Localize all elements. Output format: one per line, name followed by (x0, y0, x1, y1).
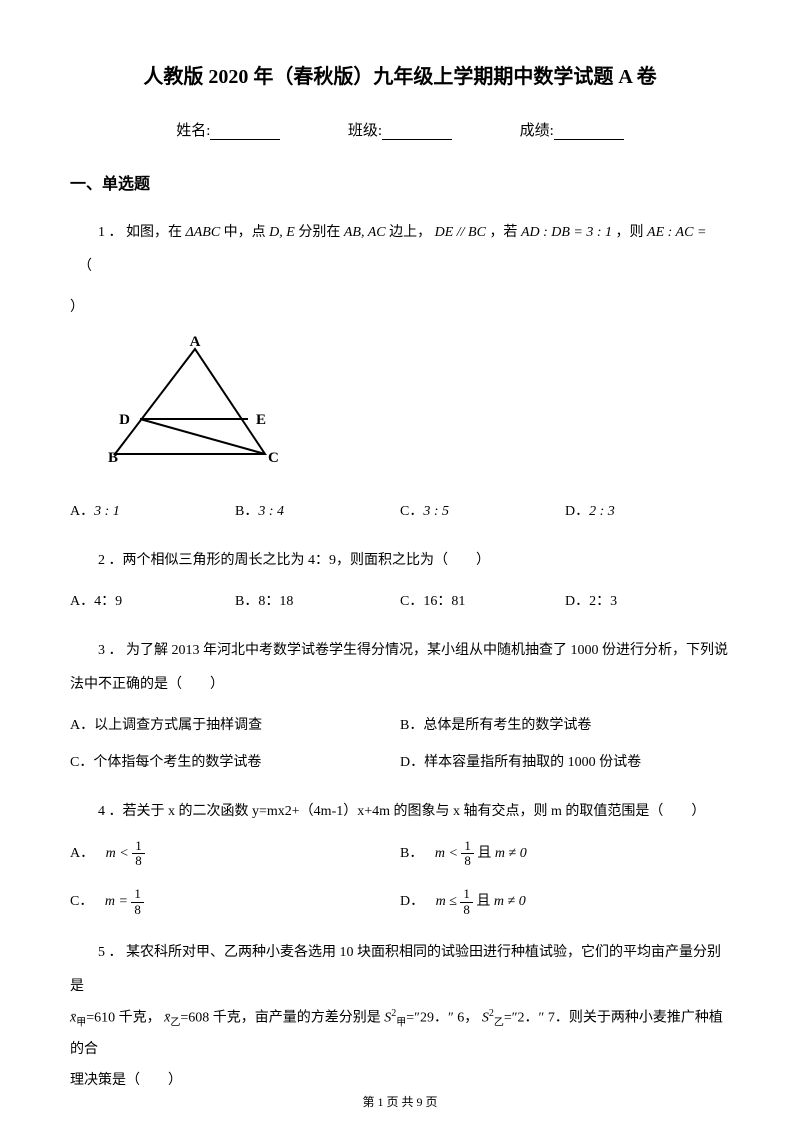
page-title: 人教版 2020 年（春秋版）九年级上学期期中数学试题 A 卷 (70, 60, 730, 89)
opt-label: A． (70, 846, 94, 861)
frac-num: 1 (461, 839, 474, 854)
opt-value: 3 : 1 (94, 504, 120, 519)
value: =″29．″ 6， (406, 1011, 478, 1026)
frac-num: 1 (131, 887, 144, 902)
question-5-line1: 5 ． 某农科所对甲、乙两种小麦各选用 10 块面积相同的试验田进行种植试验，它… (70, 936, 730, 1003)
q1-math: AB, AC (344, 225, 386, 240)
var-s: S (482, 1011, 489, 1026)
q1-math: ΔABC (186, 225, 221, 240)
q1-math: D, E (269, 225, 295, 240)
q1-close: ） (70, 293, 730, 324)
opt-label: B． (235, 504, 258, 519)
opt-value: 3 : 5 (423, 504, 449, 519)
question-4: 4 ．若关于 x 的二次函数 y=mx2+（4m-1）x+4m 的图象与 x 轴… (70, 795, 730, 829)
opt-value: 2 : 3 (589, 504, 615, 519)
triangle-diagram: A D E B C (100, 334, 730, 479)
vertex-b: B (108, 450, 118, 466)
opt-d: D．样本容量指所有抽取的 1000 份试卷 (400, 748, 730, 779)
class-label: 班级: (348, 123, 382, 139)
page-footer: 第 1 页 共 9 页 (0, 1093, 800, 1110)
opt-expr: m < (98, 846, 129, 861)
value: =610 千克， (86, 1011, 160, 1026)
q1-text: 1 ． 如图，在 (98, 225, 182, 240)
opt-a: A．以上调查方式属于抽样调查 (70, 711, 400, 742)
frac-num: 1 (132, 839, 145, 854)
question-5-line3: 理决策是（ ） (70, 1066, 730, 1097)
vertex-d: D (119, 412, 130, 428)
opt-a: A．4：9 (70, 587, 235, 618)
opt-expr: m ≤ (428, 894, 457, 909)
q1-options: A．3 : 1 B．3 : 4 C．3 : 5 D．2 : 3 (70, 497, 730, 528)
frac-den: 8 (131, 903, 144, 917)
name-label: 姓名: (176, 123, 210, 139)
opt-expr: m = (97, 894, 128, 909)
opt-value: 3 : 4 (258, 504, 284, 519)
class-blank[interactable] (382, 125, 452, 140)
q1-math: DE // BC (435, 225, 486, 240)
q3-options-row2: C．个体指每个考生的数学试卷 D．样本容量指所有抽取的 1000 份试卷 (70, 748, 730, 779)
q4-options-row1: A． m < 18 B． m < 18 且 m ≠ 0 (70, 839, 730, 870)
frac-num: 1 (460, 887, 473, 902)
q1-text: ，则 (616, 225, 644, 240)
opt-label: D． (400, 894, 424, 909)
opt-c: C．个体指每个考生的数学试卷 (70, 748, 400, 779)
vertex-a: A (190, 334, 201, 350)
q1-math: AE : AC = (647, 225, 706, 240)
opt-d: D． m ≤ 18 且 m ≠ 0 (400, 887, 730, 918)
opt-text: 且 (476, 894, 490, 909)
opt-label: C． (400, 504, 423, 519)
name-blank[interactable] (210, 125, 280, 140)
score-blank[interactable] (554, 125, 624, 140)
q1-text: 边上， (389, 225, 431, 240)
q1-text: （ (70, 259, 92, 274)
vertex-e: E (256, 412, 266, 428)
question-1: 1 ． 如图，在 ΔABC 中，点 D, E 分别在 AB, AC 边上， DE… (70, 216, 730, 283)
q2-options: A．4：9 B．8：18 C．16：81 D．2：3 (70, 587, 730, 618)
opt-expr: m < (427, 846, 458, 861)
opt-label: A． (70, 504, 94, 519)
student-info-line: 姓名: 班级: 成绩: (70, 119, 730, 140)
question-3: 3 ． 为了解 2013 年河北中考数学试卷学生得分情况，某小组从中随机抽查了 … (70, 634, 730, 701)
opt-b: B．8：18 (235, 587, 400, 618)
subscript: 甲 (396, 1018, 406, 1029)
opt-d: D．2：3 (565, 587, 730, 618)
q1-math: AD : DB = 3 : 1 (521, 225, 612, 240)
frac-den: 8 (460, 903, 473, 917)
frac-den: 8 (132, 854, 145, 868)
section-heading: 一、单选题 (70, 170, 730, 194)
opt-label: C． (70, 894, 93, 909)
frac-den: 8 (461, 854, 474, 868)
opt-b: B． m < 18 且 m ≠ 0 (400, 839, 730, 870)
opt-c: C．16：81 (400, 587, 565, 618)
opt-a: A． m < 18 (70, 839, 400, 870)
score-label: 成绩: (520, 123, 554, 139)
q3-options-row1: A．以上调查方式属于抽样调查 B．总体是所有考生的数学试卷 (70, 711, 730, 742)
q1-text: 分别在 (298, 225, 340, 240)
opt-b: B．总体是所有考生的数学试卷 (400, 711, 730, 742)
opt-label: D． (565, 504, 589, 519)
subscript: 乙 (494, 1018, 504, 1029)
q4-options-row2: C． m = 18 D． m ≤ 18 且 m ≠ 0 (70, 887, 730, 918)
opt-cond: m ≠ 0 (495, 846, 527, 861)
value: =608 千克，亩产量的方差分别是 (180, 1011, 380, 1026)
vertex-c: C (268, 450, 279, 466)
question-5-line2: x̄甲=610 千克， x̄乙=608 千克，亩产量的方差分别是 S2甲=″29… (70, 1003, 730, 1065)
subscript: 乙 (170, 1018, 180, 1029)
question-2: 2 ．两个相似三角形的周长之比为 4：9，则面积之比为（ ） (70, 544, 730, 578)
opt-text: 且 (477, 846, 491, 861)
opt-cond: m ≠ 0 (494, 894, 526, 909)
subscript: 甲 (76, 1018, 86, 1029)
q1-text: ，若 (489, 225, 517, 240)
opt-label: B． (400, 846, 423, 861)
q1-text: 中，点 (224, 225, 266, 240)
opt-c: C． m = 18 (70, 887, 400, 918)
